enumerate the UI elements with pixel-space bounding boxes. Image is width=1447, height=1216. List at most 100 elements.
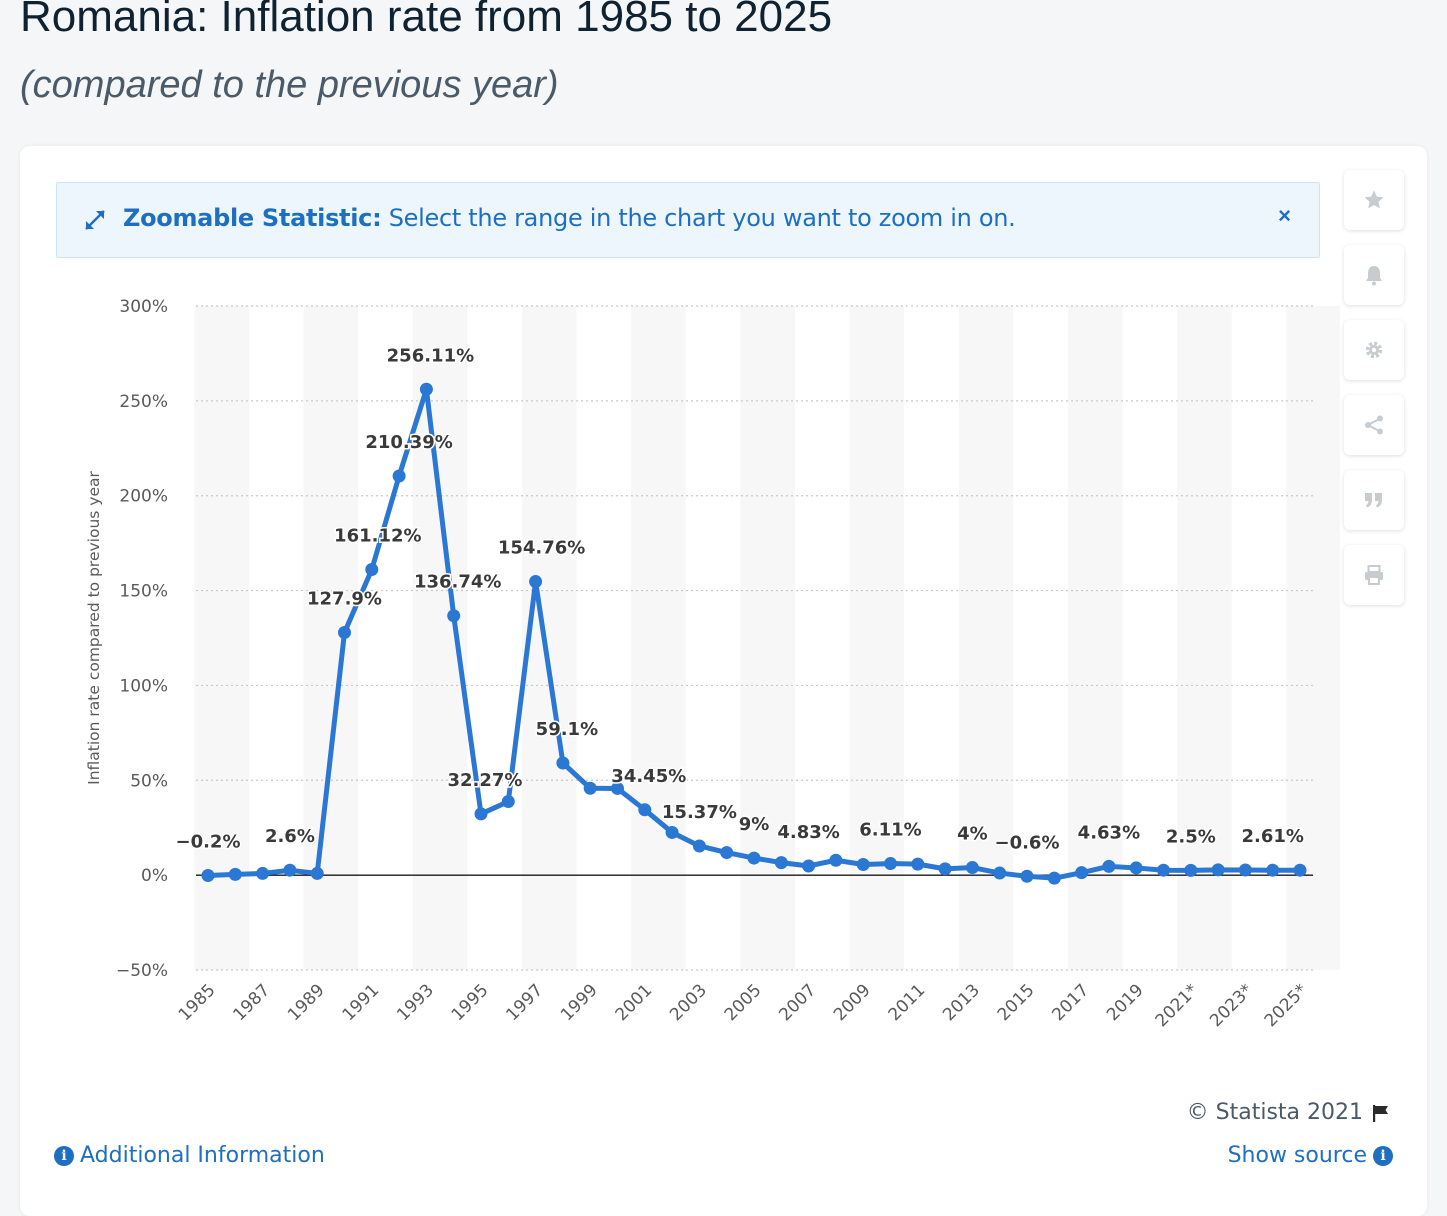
- column-band: [1067, 306, 1123, 970]
- toolbar: [1344, 170, 1404, 620]
- data-point: [911, 857, 925, 871]
- data-point: [1211, 863, 1225, 877]
- data-label: 15.37%: [662, 802, 737, 823]
- data-point: [1020, 869, 1034, 883]
- x-tick-label: 2023*: [1206, 980, 1257, 1031]
- data-point: [1047, 871, 1061, 885]
- page-subtitle: (compared to the previous year): [20, 64, 559, 106]
- cite-button[interactable]: [1344, 470, 1404, 530]
- data-point: [1157, 863, 1170, 877]
- data-label: 4.83%: [777, 822, 839, 843]
- info-icon: i: [1373, 1145, 1393, 1166]
- credit-text: © Statista 2021: [1186, 1100, 1363, 1125]
- x-tick-label: 1993: [393, 980, 438, 1025]
- page-title: Romania: Inflation rate from 1985 to 202…: [20, 0, 833, 41]
- x-tick-label: 2017: [1048, 980, 1093, 1025]
- expand-arrows-icon: [85, 210, 105, 230]
- data-point: [1102, 859, 1116, 873]
- notification-button[interactable]: [1344, 245, 1404, 305]
- data-point: [1184, 863, 1198, 877]
- y-tick-label: −50%: [116, 961, 168, 981]
- star-icon: [1364, 190, 1384, 209]
- data-point: [802, 859, 816, 873]
- data-point: [1238, 863, 1252, 877]
- x-tick-label: 2019: [1103, 980, 1148, 1025]
- data-label: −0.2%: [175, 832, 240, 853]
- gear-icon: [1365, 341, 1383, 359]
- data-point: [884, 857, 897, 871]
- x-tick-label: 2021*: [1152, 980, 1203, 1031]
- bell-icon: [1366, 266, 1382, 286]
- data-point: [228, 867, 242, 881]
- x-tick-label: 2011: [885, 980, 930, 1025]
- column-band: [849, 306, 905, 970]
- column-band: [1286, 306, 1340, 970]
- print-button[interactable]: [1344, 545, 1404, 605]
- column-band: [1177, 306, 1232, 970]
- x-tick-label: 1997: [502, 980, 547, 1025]
- data-label: −0.6%: [994, 832, 1059, 853]
- additional-information-label: Additional Information: [80, 1143, 325, 1168]
- favorite-button[interactable]: [1344, 170, 1404, 230]
- data-point: [1293, 863, 1307, 877]
- data-point: [447, 609, 461, 623]
- data-point: [365, 562, 379, 576]
- x-tick-label: 1985: [175, 980, 220, 1025]
- data-point: [419, 382, 433, 396]
- data-point: [692, 839, 706, 853]
- zoom-banner-label: Zoomable Statistic:: [123, 204, 382, 232]
- additional-information-link[interactable]: i Additional Information: [54, 1143, 325, 1168]
- data-label: 32.27%: [448, 770, 523, 791]
- quote-icon: [1365, 493, 1382, 508]
- data-label: 4%: [957, 824, 988, 845]
- y-tick-label: 300%: [119, 297, 168, 317]
- data-point: [529, 575, 543, 589]
- x-tick-label: 1999: [557, 980, 602, 1025]
- share-icon: [1365, 415, 1383, 435]
- data-label: 256.11%: [387, 345, 475, 366]
- x-tick-label: 2001: [612, 980, 657, 1025]
- x-tick-label: 1995: [448, 980, 493, 1025]
- zoom-banner-text: Zoomable Statistic: Select the range in …: [123, 204, 1016, 232]
- y-tick-label: 0%: [141, 866, 168, 886]
- column-band: [958, 306, 1014, 970]
- data-point: [474, 807, 488, 821]
- data-point: [965, 861, 979, 875]
- data-point: [556, 756, 570, 770]
- info-icon: i: [54, 1145, 74, 1166]
- y-tick-label: 250%: [119, 392, 168, 412]
- data-label: 210.39%: [365, 432, 453, 453]
- data-point: [392, 469, 406, 483]
- data-point: [1129, 861, 1143, 875]
- close-banner-button[interactable]: ×: [1278, 203, 1291, 228]
- data-label: 4.63%: [1078, 822, 1140, 843]
- data-point: [665, 825, 679, 839]
- data-point: [256, 866, 270, 880]
- data-point: [829, 853, 843, 867]
- show-source-link[interactable]: Show source i: [1228, 1143, 1393, 1168]
- column-band: [631, 306, 686, 970]
- y-tick-label: 100%: [119, 676, 168, 696]
- data-point: [1266, 863, 1280, 877]
- y-tick-label: 200%: [119, 487, 168, 507]
- x-tick-label: 2025*: [1261, 980, 1312, 1031]
- data-point: [938, 862, 952, 876]
- data-point: [993, 866, 1007, 880]
- settings-button[interactable]: [1344, 320, 1404, 380]
- data-label: 34.45%: [611, 766, 686, 787]
- data-label: 2.5%: [1166, 826, 1216, 847]
- column-band: [194, 306, 249, 970]
- column-band: [303, 306, 359, 970]
- data-point: [338, 625, 351, 639]
- data-label: 9%: [739, 814, 770, 835]
- statistic-card: Zoomable Statistic: Select the range in …: [20, 146, 1427, 1216]
- zoom-banner-message: Select the range in the chart you want t…: [388, 204, 1016, 232]
- statista-credit: © Statista 2021: [1187, 1100, 1391, 1125]
- share-button[interactable]: [1344, 395, 1404, 455]
- inflation-line-chart[interactable]: 300% 250% 200% 150% 100% 50% 0% −50% Inflation r…: [20, 146, 1340, 1066]
- data-point: [720, 846, 734, 860]
- y-tick-label: 50%: [130, 771, 168, 791]
- column-band: [740, 306, 795, 970]
- y-axis-title: Inflation rate compared to previous year: [85, 471, 103, 785]
- x-tick-label: 1987: [229, 980, 274, 1025]
